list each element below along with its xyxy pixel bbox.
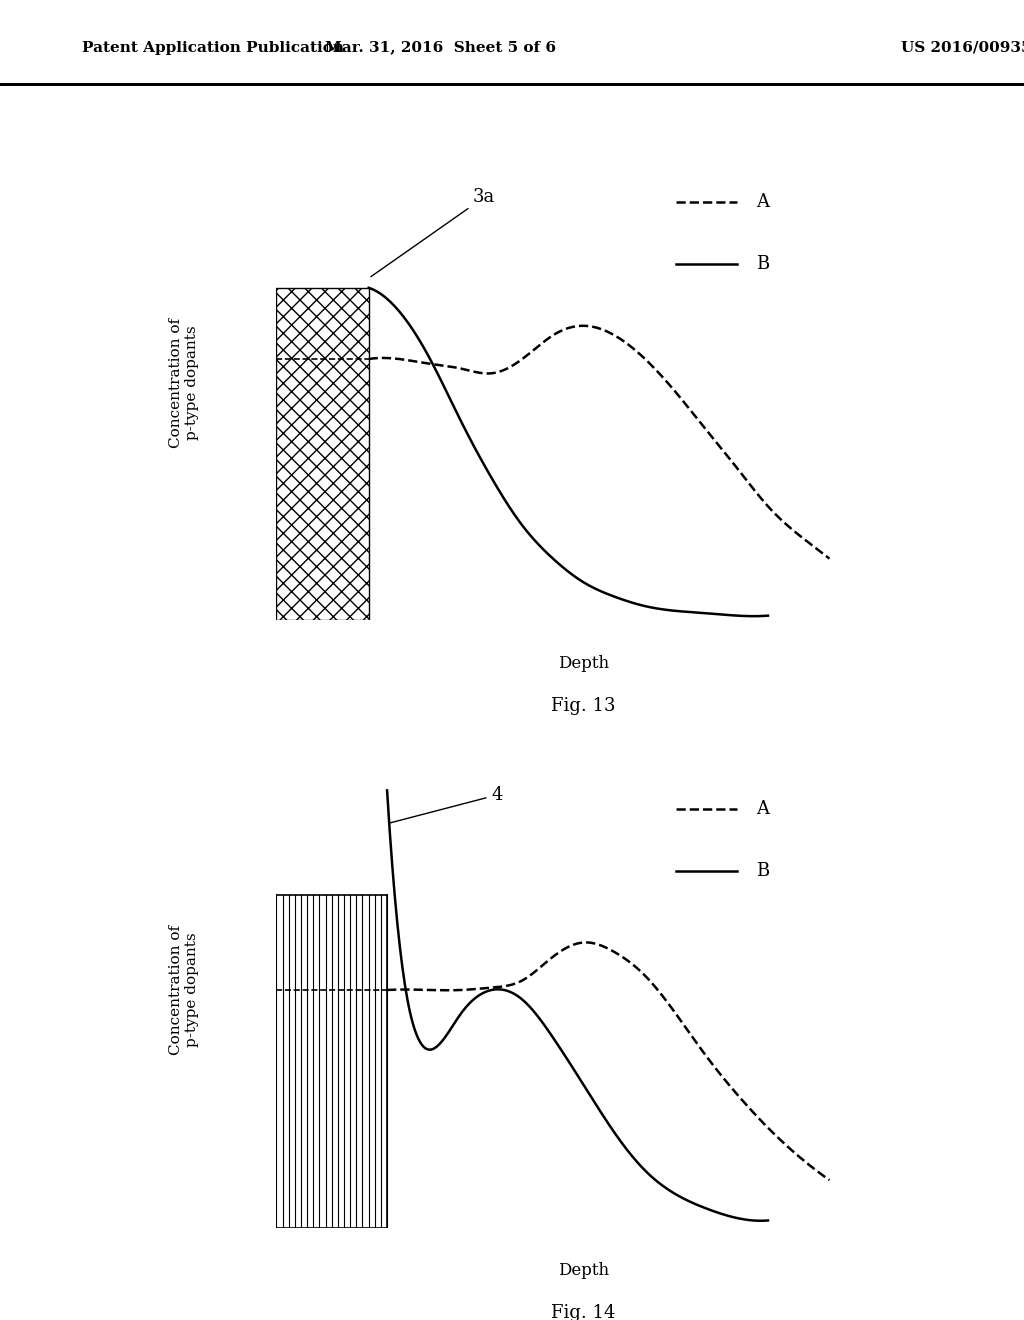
Text: Fig. 14: Fig. 14	[552, 1304, 615, 1320]
Text: Fig. 13: Fig. 13	[552, 697, 615, 715]
Bar	[276, 288, 369, 620]
Text: B: B	[756, 862, 769, 880]
Text: Concentration of
p-type dopants: Concentration of p-type dopants	[169, 925, 200, 1055]
Text: US 2016/0093510 A1: US 2016/0093510 A1	[901, 41, 1024, 54]
Text: A: A	[756, 800, 769, 818]
Text: Depth: Depth	[558, 1262, 609, 1279]
Text: Depth: Depth	[558, 655, 609, 672]
Text: 3a: 3a	[371, 189, 496, 277]
Text: 4: 4	[390, 785, 503, 822]
Text: Patent Application Publication: Patent Application Publication	[82, 41, 344, 54]
Text: Concentration of
p-type dopants: Concentration of p-type dopants	[169, 318, 200, 447]
Text: B: B	[756, 255, 769, 273]
Polygon shape	[276, 288, 369, 620]
Text: A: A	[756, 193, 769, 211]
Text: Mar. 31, 2016  Sheet 5 of 6: Mar. 31, 2016 Sheet 5 of 6	[325, 41, 556, 54]
